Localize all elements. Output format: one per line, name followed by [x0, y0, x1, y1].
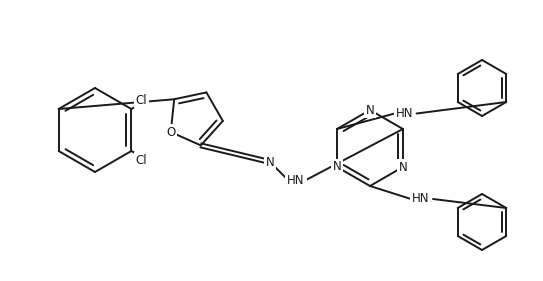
Text: HN: HN — [396, 107, 413, 120]
Text: N: N — [333, 160, 342, 173]
Text: HN: HN — [412, 192, 430, 205]
Text: Cl: Cl — [135, 94, 147, 106]
Text: Cl: Cl — [135, 153, 147, 167]
Text: N: N — [399, 160, 407, 173]
Text: O: O — [166, 126, 175, 139]
Text: HN: HN — [287, 173, 305, 187]
Text: N: N — [266, 155, 274, 169]
Text: N: N — [365, 103, 374, 117]
